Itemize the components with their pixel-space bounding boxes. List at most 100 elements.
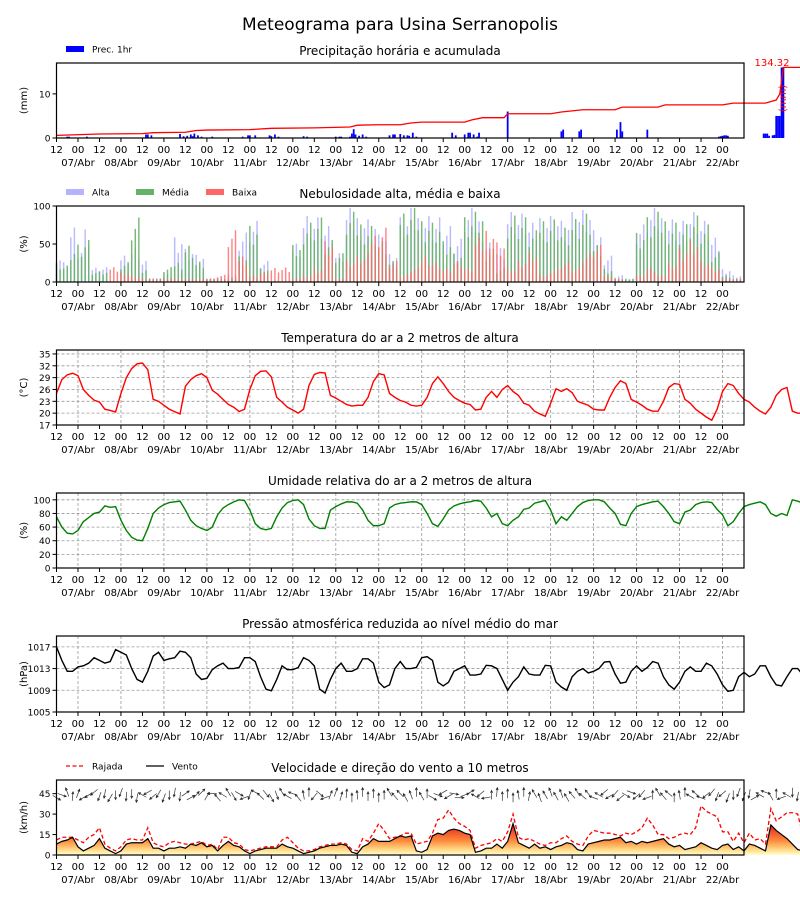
cloud-bar-média [639, 248, 641, 282]
y-tick-label: 0 [45, 565, 51, 575]
arrow-head [402, 793, 406, 797]
y-tick-label: 20 [39, 551, 51, 561]
precip-bar [506, 111, 509, 138]
arrow-head [239, 797, 243, 800]
cloud-bar-média [442, 241, 444, 282]
x-hour-label: 12 [652, 575, 665, 586]
x-hour-label: 00 [115, 432, 128, 443]
wind-direction-arrow [167, 790, 171, 801]
arrow-head [548, 787, 552, 791]
arrow-shaft [702, 791, 711, 799]
cloud-bar-baixa [707, 264, 709, 282]
x-day-label: 09/Abr [147, 732, 181, 743]
cloud-bar-média [73, 254, 76, 282]
wind-direction-arrow [256, 792, 265, 800]
wind-direction-arrow [495, 786, 499, 797]
cloud-bar-baixa [349, 267, 351, 282]
arrow-head [559, 788, 562, 792]
arrow-shaft [718, 790, 727, 797]
cloud-bar-baixa [614, 279, 616, 282]
arrow-head [542, 790, 546, 794]
x-hour-label: 00 [286, 145, 299, 156]
x-day-label: 12/Abr [276, 732, 310, 743]
x-hour-label: 00 [372, 289, 385, 300]
x-hour-label: 12 [136, 862, 149, 873]
x-day-label: 16/Abr [448, 588, 482, 599]
x-day-label: 15/Abr [405, 302, 439, 313]
x-hour-label: 12 [695, 719, 708, 730]
precip-bar [718, 136, 720, 138]
x-hour-label: 00 [415, 145, 428, 156]
humidity-panel: Umidade relativa do ar a 2 metros de alt… [19, 474, 800, 599]
arrow-head [495, 786, 499, 791]
x-hour-label: 12 [394, 432, 407, 443]
wind-direction-arrow [186, 795, 196, 801]
cloud-bar-média [184, 252, 187, 282]
x-day-label: 14/Abr [362, 158, 396, 169]
arrow-shaft [262, 789, 270, 798]
cloud-bar-média [95, 273, 97, 282]
cloud-bar-média [428, 230, 430, 282]
arrow-head [747, 795, 751, 799]
x-hour-label: 00 [458, 719, 471, 730]
cloud-bar-baixa [413, 269, 416, 282]
arrow-shaft [632, 793, 641, 800]
arrow-shaft [517, 790, 520, 800]
x-day-label: 11/Abr [233, 732, 267, 743]
precip-bar [725, 135, 727, 138]
cloud-bar-baixa [446, 268, 448, 282]
precip-bar [773, 134, 776, 138]
arrow-shaft [796, 791, 799, 801]
arrow-shaft [433, 793, 443, 797]
wind-direction-arrow [218, 792, 228, 798]
legend-label: Baixa [232, 189, 257, 199]
precip-bar [86, 136, 88, 138]
x-hour-label: 12 [308, 289, 321, 300]
precip-bar [352, 129, 355, 138]
wind-direction-arrow [776, 795, 786, 800]
arrow-head [516, 789, 520, 794]
arrow-head [89, 792, 94, 796]
cloud-bar-média [105, 272, 108, 282]
cloud-bar-média [163, 272, 165, 282]
precip-bar [766, 133, 769, 138]
x-hour-label: 00 [286, 575, 299, 586]
arrow-shaft [466, 789, 475, 795]
arrow-shaft [218, 792, 228, 798]
x-day-label: 22/Abr [706, 302, 740, 313]
x-hour-label: 12 [351, 719, 364, 730]
cloud-bar-baixa [281, 270, 283, 282]
x-day-label: 12/Abr [276, 445, 310, 456]
arrow-head [433, 797, 438, 801]
wind-direction-arrow [155, 789, 162, 799]
arrow-head [256, 792, 260, 796]
cloud-bar-baixa [467, 267, 469, 282]
cloud-bar-baixa [134, 277, 136, 282]
cloud-bar-baixa [363, 259, 366, 282]
arrow-head [294, 793, 298, 797]
wind-direction-arrow [114, 790, 118, 801]
y-tick-label: 100 [33, 496, 50, 506]
cloud-bar-média [130, 240, 133, 282]
y-tick-label: 10 [39, 90, 51, 100]
arrow-shaft [119, 787, 123, 797]
x-hour-label: 12 [265, 289, 278, 300]
precip-bar [334, 136, 337, 138]
cloud-bar-baixa [234, 230, 237, 282]
x-hour-label: 00 [673, 575, 686, 586]
wind-direction-arrow [708, 788, 715, 797]
arrow-head [584, 789, 588, 793]
x-day-label: 18/Abr [534, 732, 568, 743]
wind-direction-arrow [307, 786, 311, 797]
cloud-bar-média [320, 217, 323, 282]
arrow-shaft [333, 787, 338, 797]
wind-direction-arrow [386, 787, 393, 797]
cloud-bar-baixa [524, 264, 527, 282]
x-hour-label: 00 [415, 862, 428, 873]
x-hour-label: 12 [265, 145, 278, 156]
arrow-head [167, 797, 171, 801]
x-hour-label: 00 [158, 145, 171, 156]
arrow-head [196, 790, 200, 795]
arrow-head [271, 799, 275, 803]
x-hour-label: 12 [222, 862, 235, 873]
